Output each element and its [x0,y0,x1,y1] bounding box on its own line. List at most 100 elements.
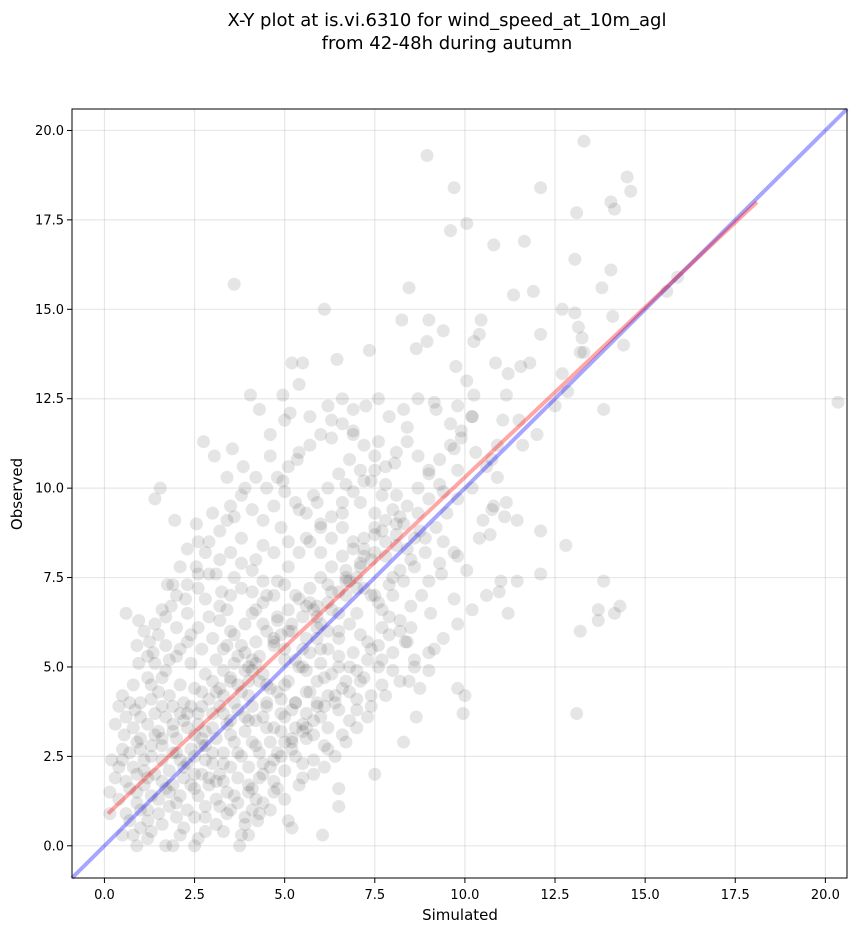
data-point [368,546,382,560]
data-point [375,524,389,538]
data-point [490,470,504,484]
data-point [220,603,234,617]
data-point [155,732,169,746]
data-point [245,563,259,577]
data-point [242,689,256,703]
data-point [159,664,173,678]
y-tick-label: 15.0 [35,303,64,318]
data-point [242,714,256,728]
data-point [530,427,544,441]
data-point [346,646,360,660]
data-point [429,402,443,416]
data-point [597,574,611,588]
data-point [420,148,434,162]
data-point [415,588,429,602]
data-point [620,170,634,184]
data-point [404,553,418,567]
data-point [267,753,281,767]
data-point [534,327,548,341]
data-point [213,553,227,567]
data-point [465,481,479,495]
data-point [498,510,512,524]
x-tick-label: 20.0 [811,888,840,903]
data-point [256,513,270,527]
data-point [206,721,220,735]
data-point [292,503,306,517]
data-point [357,542,371,556]
data-point [483,528,497,542]
data-point [245,699,259,713]
data-point [310,495,324,509]
data-point [166,724,180,738]
data-point [245,782,259,796]
data-point [263,427,277,441]
data-point [115,828,129,842]
data-point [489,356,503,370]
data-point [325,510,339,524]
data-point [166,699,180,713]
data-point [227,628,241,642]
data-point [164,599,178,613]
data-point [534,181,548,195]
data-point [144,749,158,763]
data-point [152,807,166,821]
data-point [141,771,155,785]
data-point [361,635,375,649]
data-point [307,488,321,502]
data-point [209,774,223,788]
data-point [389,488,403,502]
data-point [103,807,117,821]
data-point [252,746,266,760]
data-point [451,681,465,695]
data-point [213,681,227,695]
data-point [119,807,133,821]
data-point [325,431,339,445]
data-point [112,792,126,806]
data-point [133,696,147,710]
data-point [180,706,194,720]
data-point [418,531,432,545]
data-point [256,596,270,610]
data-point [288,653,302,667]
data-point [357,671,371,685]
data-point [227,735,241,749]
data-point [317,739,331,753]
data-point [290,453,304,467]
data-point [440,506,454,520]
data-point [314,710,328,724]
data-point [350,721,364,735]
data-point [321,642,335,656]
data-point [281,624,295,638]
data-point [296,356,310,370]
data-point [144,825,158,839]
data-point [460,216,474,230]
data-point [249,714,263,728]
data-point [249,553,263,567]
data-point [115,742,129,756]
data-point [256,767,270,781]
data-point [112,699,126,713]
data-point [467,334,481,348]
data-point [278,710,292,724]
data-point [492,585,506,599]
data-point [386,588,400,602]
data-point [573,624,587,638]
data-point [507,288,521,302]
data-point [409,342,423,356]
data-point [249,470,263,484]
data-point [260,624,274,638]
data-point [595,281,609,295]
data-point [141,832,155,846]
data-point [332,624,346,638]
data-point [314,517,328,531]
data-point [260,678,274,692]
data-point [245,653,259,667]
data-point [350,692,364,706]
data-point [371,639,385,653]
data-point [375,488,389,502]
data-point [159,782,173,796]
data-point [375,653,389,667]
data-point [263,449,277,463]
data-point [411,392,425,406]
data-point [249,603,263,617]
